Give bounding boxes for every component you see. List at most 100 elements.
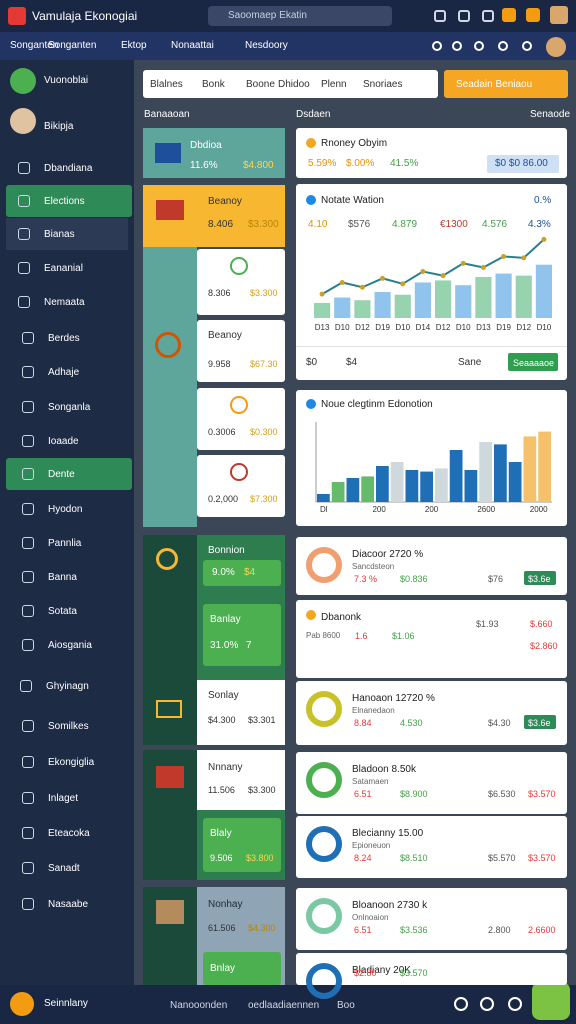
x-tick-label: D13 — [476, 323, 491, 332]
icon[interactable] — [482, 10, 494, 22]
icon[interactable] — [458, 10, 470, 22]
stat: $4.300 — [208, 715, 236, 725]
card-subtitle: Elnanedaon — [352, 706, 395, 715]
button[interactable] — [508, 353, 558, 371]
bar — [405, 470, 419, 502]
sidebar-item[interactable]: Ioaade — [48, 436, 79, 447]
bar — [331, 482, 345, 502]
stat: $576 — [348, 219, 371, 230]
sidebar-item[interactable]: Bikipja — [44, 121, 74, 132]
footer-item[interactable]: oedlaadiaennen — [248, 1000, 320, 1011]
stat: $3.570 — [400, 968, 428, 978]
sidebar-item[interactable]: Ekongiglia — [48, 757, 95, 768]
x-tick-label: D10 — [335, 323, 350, 332]
icon[interactable] — [498, 41, 508, 51]
icon — [22, 401, 34, 413]
sidebar-item[interactable]: Ghyinagn — [46, 681, 89, 692]
icon[interactable] — [502, 8, 516, 22]
button-label[interactable]: Seadain Beniaou — [456, 79, 533, 90]
action-button[interactable] — [444, 70, 568, 98]
avatar[interactable] — [546, 37, 566, 57]
stat: $3.300 — [250, 288, 278, 298]
pill — [524, 571, 556, 585]
footer-item[interactable]: Boo — [337, 1000, 355, 1011]
avatar[interactable] — [550, 6, 568, 24]
bar — [354, 300, 371, 318]
x-tick-label: D12 — [516, 323, 531, 332]
bar — [479, 442, 492, 502]
sidebar-item[interactable]: Sotata — [48, 606, 77, 617]
sidebar-item[interactable]: Berdes — [48, 333, 80, 344]
sidebar-item[interactable]: Banna — [48, 572, 77, 583]
icon — [156, 700, 182, 718]
pill — [524, 715, 556, 729]
icon[interactable] — [522, 41, 532, 51]
filter[interactable]: Snoriaes — [363, 79, 403, 90]
donut — [306, 547, 342, 583]
sidebar-item[interactable]: Inlaget — [48, 793, 79, 804]
sidebar-item[interactable]: Sanadt — [48, 863, 80, 874]
icon[interactable] — [526, 8, 540, 22]
sidebar-item[interactable]: Nemaata — [44, 297, 85, 308]
sidebar-item[interactable]: Hyodon — [48, 504, 83, 515]
card-subtitle: Epioneuon — [352, 841, 391, 850]
donut — [306, 826, 342, 862]
button-label[interactable]: Seaaaaoe — [513, 358, 555, 368]
sidebar-item[interactable]: Songanla — [48, 402, 91, 413]
sidebar-item[interactable]: Pannlia — [48, 538, 82, 549]
filter[interactable]: Plenn — [321, 79, 347, 90]
filter[interactable]: Dhidoo — [278, 79, 310, 90]
icon[interactable] — [480, 997, 494, 1011]
icon[interactable] — [452, 41, 462, 51]
icon — [18, 296, 30, 308]
icon[interactable] — [454, 997, 468, 1011]
sidebar-item[interactable]: Dbandiana — [44, 163, 93, 174]
bar — [464, 470, 478, 502]
search-placeholder: Saoomaep Ekatin — [228, 10, 307, 21]
stat-box — [203, 952, 281, 985]
stat: 5.59% — [308, 158, 337, 169]
stat: $0.836 — [400, 574, 428, 584]
footer-item[interactable]: Nanooonden — [170, 1000, 228, 1011]
nav-item[interactable]: Nesdoory — [245, 40, 288, 51]
icon[interactable] — [508, 997, 522, 1011]
card-title: Nnnany — [208, 762, 243, 773]
search-box[interactable] — [208, 6, 392, 26]
bar — [538, 431, 551, 502]
nav-item[interactable]: Ektop — [121, 40, 147, 51]
sidebar-item[interactable]: Aiosgania — [48, 640, 92, 651]
stat: 8.406 — [208, 219, 234, 230]
filter[interactable]: Bonk — [202, 79, 225, 90]
card-title: Banlay — [210, 614, 241, 625]
filter[interactable]: Blalnes — [150, 79, 183, 90]
fab[interactable] — [532, 982, 570, 1020]
icon[interactable] — [434, 10, 446, 22]
point — [460, 260, 466, 266]
point — [440, 273, 446, 279]
x-tick-label: D10 — [456, 323, 471, 332]
icon — [22, 720, 34, 732]
card-title: Beanoy — [208, 196, 242, 207]
sidebar-item[interactable]: Elections — [44, 196, 85, 207]
stat: $1.06 — [392, 631, 415, 641]
nav-item[interactable]: Songanten — [48, 40, 97, 51]
sidebar-item[interactable]: Adhaje — [48, 367, 80, 378]
sidebar-item[interactable]: Eananial — [44, 263, 83, 274]
stat: $67.30 — [250, 359, 278, 369]
sidebar-item[interactable]: Eteacoka — [48, 828, 90, 839]
stat: $4.800 — [243, 160, 274, 171]
nav-item[interactable]: Nonaattai — [171, 40, 214, 51]
sidebar-item[interactable]: Dente — [48, 469, 75, 480]
x-tick-label: D10 — [537, 323, 552, 332]
stat-box — [203, 818, 281, 872]
x-tick-label: 200 — [425, 505, 439, 514]
sidebar-item[interactable]: Somilkes — [48, 721, 89, 732]
filter[interactable]: Boone — [246, 79, 275, 90]
icon[interactable] — [474, 41, 484, 51]
sidebar-active — [6, 185, 132, 217]
sidebar-item[interactable]: Bianas — [44, 229, 75, 240]
icon[interactable] — [432, 41, 442, 51]
footer-stat: Sane — [458, 357, 482, 368]
card-title: Dbanonk — [321, 612, 362, 623]
sidebar-item[interactable]: Nasaabe — [48, 899, 89, 910]
